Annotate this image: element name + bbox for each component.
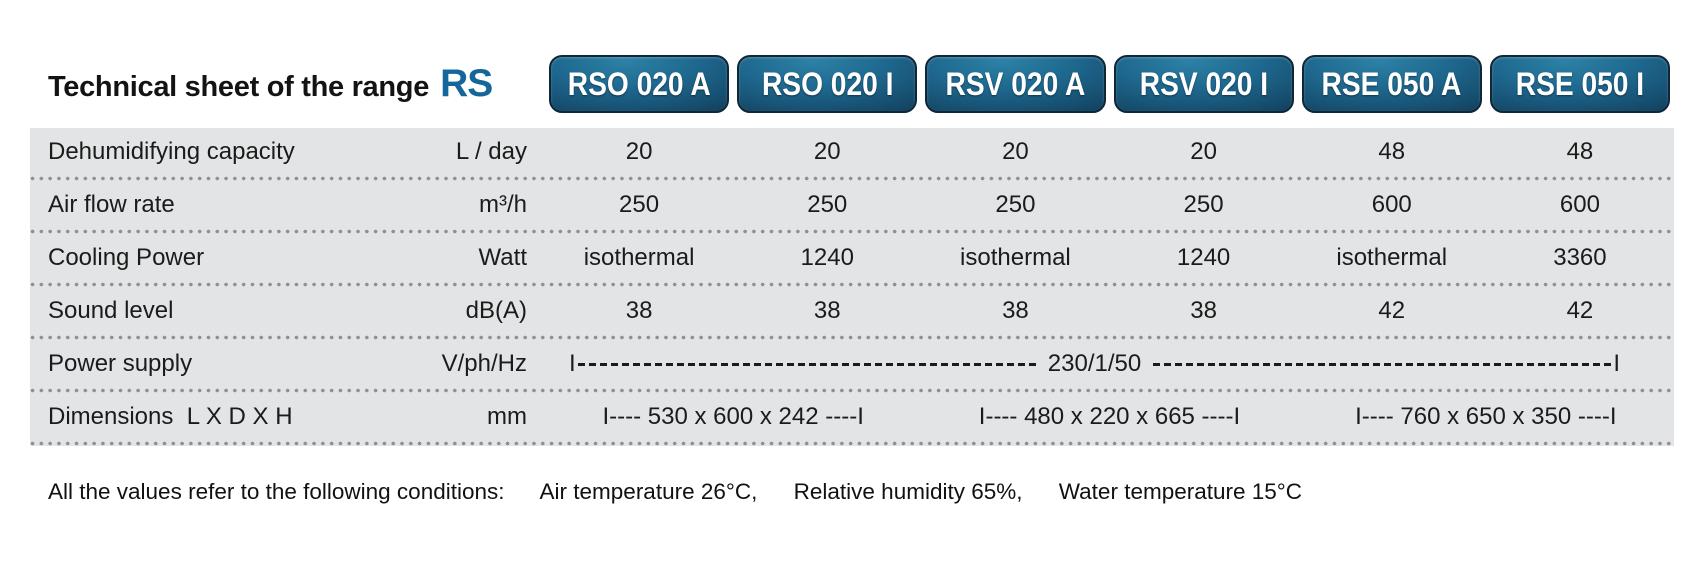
dotted-separator bbox=[30, 229, 1674, 234]
dotted-separator bbox=[30, 282, 1674, 287]
row-value: 1240 bbox=[800, 244, 854, 271]
row-value: 20 bbox=[1190, 138, 1217, 165]
model-badge-rso-020-a: RSO 020 A bbox=[549, 55, 730, 113]
condition-air-temperature: Air temperature 26°C, bbox=[539, 479, 758, 504]
table-row-sound-level: Sound level dB(A) 38 38 38 38 42 42 bbox=[30, 287, 1674, 335]
row-unit: mm bbox=[487, 403, 527, 430]
span-left-endpoint: I bbox=[569, 350, 576, 377]
row-unit: m³/h bbox=[479, 191, 527, 218]
row-value: 1240 bbox=[1176, 244, 1231, 271]
title-text: Technical sheet of the range bbox=[48, 71, 430, 103]
power-supply-span: I 230/1/50 I bbox=[545, 350, 1674, 378]
dimensions-group-rsv: I---- 480 x 220 x 665 ----I bbox=[978, 403, 1241, 430]
row-value: 600 bbox=[1371, 191, 1412, 218]
dotted-separator bbox=[30, 176, 1674, 181]
header: Technical sheet of the range RS RSO 020 … bbox=[30, 55, 1674, 113]
row-label: Cooling Power bbox=[48, 244, 205, 271]
model-badge-label: RSO 020 A bbox=[567, 65, 711, 102]
row-value: 38 bbox=[625, 297, 653, 324]
conditions-intro: All the values refer to the following co… bbox=[48, 479, 505, 504]
row-label: Air flow rate bbox=[48, 191, 175, 218]
span-right-endpoint: I bbox=[1613, 350, 1621, 377]
model-badge-label: RSE 050 I bbox=[1515, 65, 1645, 102]
row-label: Sound level bbox=[48, 297, 174, 324]
model-badge-rso-020-i: RSO 020 I bbox=[737, 55, 918, 113]
model-badge-label: RSO 020 I bbox=[761, 65, 893, 102]
dimensions-group-rse: I---- 760 x 650 x 350 ----I bbox=[1355, 403, 1617, 430]
row-value: isothermal bbox=[960, 244, 1071, 271]
row-unit: Watt bbox=[478, 244, 527, 271]
row-value: 48 bbox=[1378, 138, 1406, 165]
model-badge-rsv-020-a: RSV 020 A bbox=[925, 55, 1106, 113]
row-value: 20 bbox=[625, 138, 653, 165]
page-title: Technical sheet of the range RS bbox=[30, 62, 545, 106]
condition-relative-humidity: Relative humidity 65%, bbox=[793, 479, 1023, 504]
dotted-separator bbox=[30, 335, 1674, 340]
row-value: 20 bbox=[813, 138, 841, 165]
dimensions-group-rso: I---- 530 x 600 x 242 ----I bbox=[602, 403, 864, 430]
model-badge-label: RSV 020 I bbox=[1139, 65, 1268, 102]
table-row-dimensions: Dimensions L X D X H mm I---- 530 x 600 … bbox=[30, 393, 1674, 441]
row-value: 20 bbox=[1002, 138, 1029, 165]
row-value: isothermal bbox=[583, 244, 695, 271]
row-value: 38 bbox=[1190, 297, 1217, 324]
row-unit: V/ph/Hz bbox=[441, 350, 527, 377]
range-code: RS bbox=[440, 62, 493, 105]
row-label: Dimensions L X D X H bbox=[48, 403, 293, 430]
row-value: 42 bbox=[1566, 297, 1594, 324]
row-label: Dehumidifying capacity bbox=[48, 138, 295, 165]
row-value: 250 bbox=[995, 191, 1036, 218]
dash-line bbox=[1153, 362, 1612, 366]
model-badge-label: RSE 050 A bbox=[1321, 65, 1462, 102]
dotted-separator bbox=[30, 441, 1674, 446]
row-value: 3360 bbox=[1553, 244, 1607, 271]
dash-line bbox=[577, 362, 1036, 366]
row-value: 250 bbox=[807, 191, 848, 218]
row-value: isothermal bbox=[1336, 244, 1448, 271]
power-supply-value: 230/1/50 bbox=[1047, 350, 1142, 377]
condition-water-temperature: Water temperature 15°C bbox=[1058, 479, 1303, 504]
row-unit: dB(A) bbox=[465, 297, 527, 324]
model-badge-rse-050-a: RSE 050 A bbox=[1301, 55, 1482, 113]
row-value: 250 bbox=[619, 191, 660, 218]
model-badge-rsv-020-i: RSV 020 I bbox=[1113, 55, 1294, 113]
spec-table: Dehumidifying capacity L / day 20 20 20 … bbox=[30, 128, 1674, 446]
dotted-separator bbox=[30, 388, 1674, 393]
table-row-air-flow-rate: Air flow rate m³/h 250 250 250 250 600 6… bbox=[30, 181, 1674, 229]
row-label: Power supply bbox=[48, 350, 193, 377]
conditions-note: All the values refer to the following co… bbox=[48, 479, 1700, 505]
row-value: 600 bbox=[1559, 191, 1600, 218]
table-row-dehumidifying-capacity: Dehumidifying capacity L / day 20 20 20 … bbox=[30, 128, 1674, 176]
row-value: 250 bbox=[1183, 191, 1224, 218]
model-badge-label: RSV 020 A bbox=[945, 65, 1086, 102]
row-value: 48 bbox=[1566, 138, 1594, 165]
table-row-cooling-power: Cooling Power Watt isothermal 1240 isoth… bbox=[30, 234, 1674, 282]
row-value: 38 bbox=[813, 297, 841, 324]
model-badge-rse-050-i: RSE 050 I bbox=[1489, 55, 1670, 113]
row-value: 42 bbox=[1378, 297, 1406, 324]
table-row-power-supply: Power supply V/ph/Hz I 230/1/50 I bbox=[30, 340, 1674, 388]
row-unit: L / day bbox=[455, 138, 527, 165]
row-value: 38 bbox=[1002, 297, 1029, 324]
